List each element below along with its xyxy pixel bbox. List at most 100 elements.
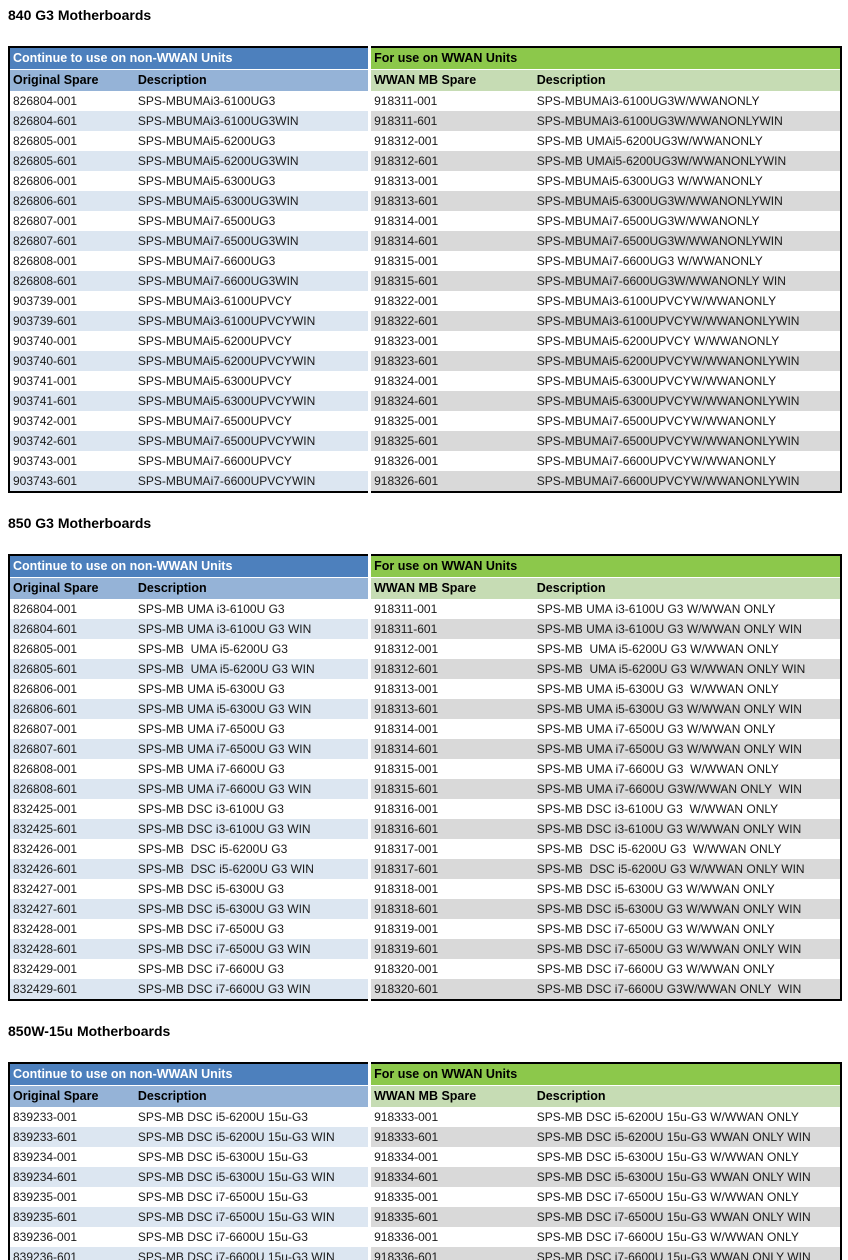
description-cell: SPS-MB UMA i5-6200U G3 <box>134 639 370 659</box>
wwan-description-cell: SPS-MB DSC i7-6600U 15u-G3 WWAN ONLY WIN <box>533 1247 841 1260</box>
wwan-description-cell: SPS-MB UMA i5-6300U G3 W/WWAN ONLY WIN <box>533 699 841 719</box>
original-spare-cell: 903740-601 <box>9 351 135 371</box>
original-spare-cell: 832425-601 <box>9 819 135 839</box>
table-row: 839233-601 SPS-MB DSC i5-6200U 15u-G3 WIN… <box>9 1127 841 1147</box>
wwan-description-cell: SPS-MB DSC i5-6200U 15u-G3 WWAN ONLY WIN <box>533 1127 841 1147</box>
wwan-description-cell: SPS-MBUMAi7-6600UG3 W/WWANONLY <box>533 251 841 271</box>
table-row: 832425-001 SPS-MB DSC i3-6100U G3 918316-0… <box>9 799 841 819</box>
original-spare-cell: 826806-601 <box>9 699 135 719</box>
table-row: 903740-001 SPS-MBUMAi5-6200UPVCY 918323-00… <box>9 331 841 351</box>
wwan-description-cell: SPS-MBUMAi7-6500UG3W/WWANONLY <box>533 211 841 231</box>
section-header-non-wwan: Continue to use on non-WWAN Units <box>9 1063 370 1086</box>
description-cell: SPS-MB DSC i7-6600U G3 WIN <box>134 979 370 1000</box>
description-cell: SPS-MB DSC i5-6200U 15u-G3 <box>134 1107 370 1127</box>
wwan-spare-cell: 918314-001 <box>368 719 534 739</box>
table-row: 903743-601 SPS-MBUMAi7-6600UPVCYWIN 918326… <box>9 471 841 492</box>
wwan-description-cell: SPS-MB UMA i5-6200U G3 W/WWAN ONLY <box>533 639 841 659</box>
wwan-description-cell: SPS-MB DSC i7-6500U G3 W/WWAN ONLY <box>533 919 841 939</box>
wwan-spare-cell: 918311-001 <box>368 91 534 111</box>
original-spare-cell: 826804-001 <box>9 599 135 619</box>
table-row: 903740-601 SPS-MBUMAi5-6200UPVCYWIN 918323… <box>9 351 841 371</box>
wwan-description-cell: SPS-MB DSC i7-6500U G3 W/WWAN ONLY WIN <box>533 939 841 959</box>
wwan-spare-cell: 918313-001 <box>368 171 534 191</box>
table-row: 826808-601 SPS-MB UMA i7-6600U G3 WIN 9183… <box>9 779 841 799</box>
description-cell: SPS-MBUMAi5-6200UPVCY <box>134 331 370 351</box>
wwan-description-cell: SPS-MBUMAi3-6100UG3W/WWANONLYWIN <box>533 111 841 131</box>
wwan-description-cell: SPS-MB DSC i3-6100U G3 W/WWAN ONLY <box>533 799 841 819</box>
original-spare-cell: 903743-601 <box>9 471 135 492</box>
wwan-description-cell: SPS-MB DSC i7-6500U 15u-G3 W/WWAN ONLY <box>533 1187 841 1207</box>
wwan-description-cell: SPS-MBUMAi7-6600UPVCYW/WWANONLYWIN <box>533 471 841 492</box>
table-row: 832426-001 SPS-MB DSC i5-6200U G3 918317-0… <box>9 839 841 859</box>
table-title-850w-15u: 850W-15u Motherboards <box>8 1023 171 1039</box>
section-header-wwan: For use on WWAN Units <box>368 1063 841 1086</box>
description-cell: SPS-MB UMA i5-6300U G3 <box>134 679 370 699</box>
original-spare-cell: 832427-001 <box>9 879 135 899</box>
wwan-description-cell: SPS-MBUMAi5-6200UPVCYW/WWANONLYWIN <box>533 351 841 371</box>
wwan-spare-cell: 918322-001 <box>368 291 534 311</box>
section-header-row: Continue to use on non-WWAN Units For use… <box>9 1063 841 1086</box>
original-spare-cell: 826805-001 <box>9 639 135 659</box>
col-header-description: Description <box>134 1085 370 1107</box>
wwan-description-cell: SPS-MB DSC i7-6500U 15u-G3 WWAN ONLY WIN <box>533 1207 841 1227</box>
col-header-wwan-description: Description <box>533 577 841 599</box>
wwan-spare-cell: 918323-001 <box>368 331 534 351</box>
wwan-spare-cell: 918313-601 <box>368 699 534 719</box>
wwan-description-cell: SPS-MB DSC i5-6300U G3 W/WWAN ONLY WIN <box>533 899 841 919</box>
col-header-wwan-description: Description <box>533 1085 841 1107</box>
original-spare-cell: 826806-001 <box>9 171 135 191</box>
description-cell: SPS-MB DSC i3-6100U G3 WIN <box>134 819 370 839</box>
wwan-spare-cell: 918318-601 <box>368 899 534 919</box>
col-header-original-spare: Original Spare <box>9 1085 135 1107</box>
table-row: 832427-001 SPS-MB DSC i5-6300U G3 918318-0… <box>9 879 841 899</box>
wwan-spare-cell: 918319-001 <box>368 919 534 939</box>
original-spare-cell: 826807-601 <box>9 739 135 759</box>
section-header-wwan: For use on WWAN Units <box>368 47 841 70</box>
original-spare-cell: 826805-601 <box>9 151 135 171</box>
wwan-spare-cell: 918316-601 <box>368 819 534 839</box>
wwan-spare-cell: 918325-601 <box>368 431 534 451</box>
original-spare-cell: 826807-001 <box>9 719 135 739</box>
table-row: 826804-601 SPS-MB UMA i3-6100U G3 WIN 9183… <box>9 619 841 639</box>
wwan-description-cell: SPS-MB DSC i5-6300U G3 W/WWAN ONLY <box>533 879 841 899</box>
original-spare-cell: 826805-001 <box>9 131 135 151</box>
column-header-row: Original Spare Description WWAN MB Spare De… <box>9 577 841 599</box>
description-cell: SPS-MB DSC i5-6300U G3 WIN <box>134 899 370 919</box>
original-spare-cell: 832429-001 <box>9 959 135 979</box>
wwan-spare-cell: 918313-601 <box>368 191 534 211</box>
wwan-description-cell: SPS-MBUMAi7-6500UG3W/WWANONLYWIN <box>533 231 841 251</box>
section-850w-15u: 850W-15u Motherboards Continue to use on… <box>8 1023 842 1260</box>
wwan-description-cell: SPS-MB DSC i5-6300U 15u-G3 WWAN ONLY WIN <box>533 1167 841 1187</box>
original-spare-cell: 903741-001 <box>9 371 135 391</box>
wwan-description-cell: SPS-MB DSC i5-6300U 15u-G3 W/WWAN ONLY <box>533 1147 841 1167</box>
description-cell: SPS-MB DSC i7-6500U G3 WIN <box>134 939 370 959</box>
table-row: 903741-001 SPS-MBUMAi5-6300UPVCY 918324-00… <box>9 371 841 391</box>
description-cell: SPS-MBUMAi7-6600UG3WIN <box>134 271 370 291</box>
table-row: 826808-001 SPS-MB UMA i7-6600U G3 918315-0… <box>9 759 841 779</box>
table-row: 839234-001 SPS-MB DSC i5-6300U 15u-G3 9183… <box>9 1147 841 1167</box>
description-cell: SPS-MBUMAi3-6100UG3WIN <box>134 111 370 131</box>
wwan-spare-cell: 918311-601 <box>368 619 534 639</box>
original-spare-cell: 839236-601 <box>9 1247 135 1260</box>
table-row: 826805-601 SPS-MB UMA i5-6200U G3 WIN 9183… <box>9 659 841 679</box>
wwan-spare-cell: 918326-001 <box>368 451 534 471</box>
wwan-spare-cell: 918336-001 <box>368 1227 534 1247</box>
table-row: 832429-001 SPS-MB DSC i7-6600U G3 918320-0… <box>9 959 841 979</box>
description-cell: SPS-MBUMAi3-6100UPVCYWIN <box>134 311 370 331</box>
table-row: 826808-601 SPS-MBUMAi7-6600UG3WIN 918315-6… <box>9 271 841 291</box>
table-row: 839233-001 SPS-MB DSC i5-6200U 15u-G3 9183… <box>9 1107 841 1127</box>
wwan-spare-cell: 918311-601 <box>368 111 534 131</box>
original-spare-cell: 826808-601 <box>9 271 135 291</box>
wwan-description-cell: SPS-MBUMAi5-6300UG3W/WWANONLYWIN <box>533 191 841 211</box>
description-cell: SPS-MB DSC i5-6300U 15u-G3 <box>134 1147 370 1167</box>
wwan-spare-cell: 918324-601 <box>368 391 534 411</box>
spares-table-850w-15u: Continue to use on non-WWAN Units For use… <box>8 1062 842 1260</box>
wwan-spare-cell: 918326-601 <box>368 471 534 492</box>
wwan-description-cell: SPS-MB DSC i7-6600U 15u-G3 W/WWAN ONLY <box>533 1227 841 1247</box>
wwan-spare-cell: 918324-001 <box>368 371 534 391</box>
description-cell: SPS-MBUMAi7-6600UG3 <box>134 251 370 271</box>
spares-table-840-g3: Continue to use on non-WWAN Units For use… <box>8 46 842 493</box>
wwan-spare-cell: 918335-601 <box>368 1207 534 1227</box>
description-cell: SPS-MB UMA i5-6200U G3 WIN <box>134 659 370 679</box>
